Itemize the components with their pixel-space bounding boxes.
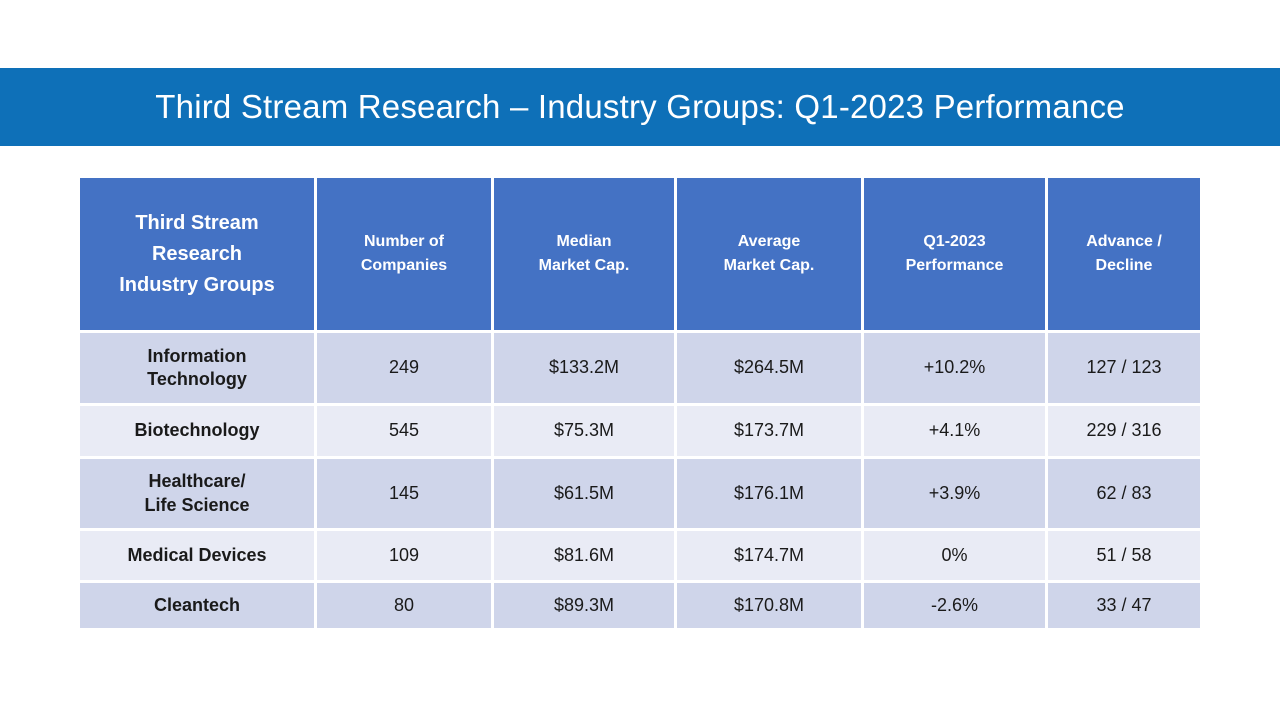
row-label: Healthcare/ Life Science	[80, 459, 317, 531]
table-cell: $176.1M	[677, 459, 864, 531]
table-cell: +4.1%	[864, 406, 1048, 459]
table-cell: $170.8M	[677, 583, 864, 628]
table-cell: 33 / 47	[1048, 583, 1200, 628]
table-cell: 229 / 316	[1048, 406, 1200, 459]
table-cell: 127 / 123	[1048, 333, 1200, 406]
table-cell: $61.5M	[494, 459, 677, 531]
table-cell: $173.7M	[677, 406, 864, 459]
table-row-cleantech: Cleantech 80 $89.3M $170.8M -2.6% 33 / 4…	[80, 583, 1200, 628]
table-cell: $89.3M	[494, 583, 677, 628]
table-cell: 62 / 83	[1048, 459, 1200, 531]
col-header-average-market-cap: Average Market Cap.	[677, 178, 864, 333]
table-cell: 109	[317, 531, 494, 583]
table-cell: $75.3M	[494, 406, 677, 459]
table-cell: 0%	[864, 531, 1048, 583]
table-cell: 249	[317, 333, 494, 406]
col-header-industry-group: Third Stream Research Industry Groups	[80, 178, 317, 333]
table-row-healthcare-life-science: Healthcare/ Life Science 145 $61.5M $176…	[80, 459, 1200, 531]
col-header-median-market-cap: Median Market Cap.	[494, 178, 677, 333]
table-cell: -2.6%	[864, 583, 1048, 628]
industry-table-container: Third Stream Research Industry Groups Nu…	[80, 178, 1200, 628]
table-row-medical-devices: Medical Devices 109 $81.6M $174.7M 0% 51…	[80, 531, 1200, 583]
table-cell: $81.6M	[494, 531, 677, 583]
table-row-information-technology: Information Technology 249 $133.2M $264.…	[80, 333, 1200, 406]
table-cell: +10.2%	[864, 333, 1048, 406]
row-label: Medical Devices	[80, 531, 317, 583]
table-cell: $133.2M	[494, 333, 677, 406]
table-cell: 545	[317, 406, 494, 459]
table-cell: 80	[317, 583, 494, 628]
col-header-q1-2023-performance: Q1-2023 Performance	[864, 178, 1048, 333]
col-header-num-companies: Number of Companies	[317, 178, 494, 333]
slide-title: Third Stream Research – Industry Groups:…	[155, 88, 1125, 125]
table-cell: +3.9%	[864, 459, 1048, 531]
table-row-biotechnology: Biotechnology 545 $75.3M $173.7M +4.1% 2…	[80, 406, 1200, 459]
col-header-advance-decline: Advance / Decline	[1048, 178, 1200, 333]
title-banner: Third Stream Research – Industry Groups:…	[0, 68, 1280, 146]
table-cell: 51 / 58	[1048, 531, 1200, 583]
industry-table: Third Stream Research Industry Groups Nu…	[80, 178, 1200, 628]
row-label: Biotechnology	[80, 406, 317, 459]
row-label: Information Technology	[80, 333, 317, 406]
table-cell: 145	[317, 459, 494, 531]
table-cell: $264.5M	[677, 333, 864, 406]
table-cell: $174.7M	[677, 531, 864, 583]
table-header-row: Third Stream Research Industry Groups Nu…	[80, 178, 1200, 333]
row-label: Cleantech	[80, 583, 317, 628]
